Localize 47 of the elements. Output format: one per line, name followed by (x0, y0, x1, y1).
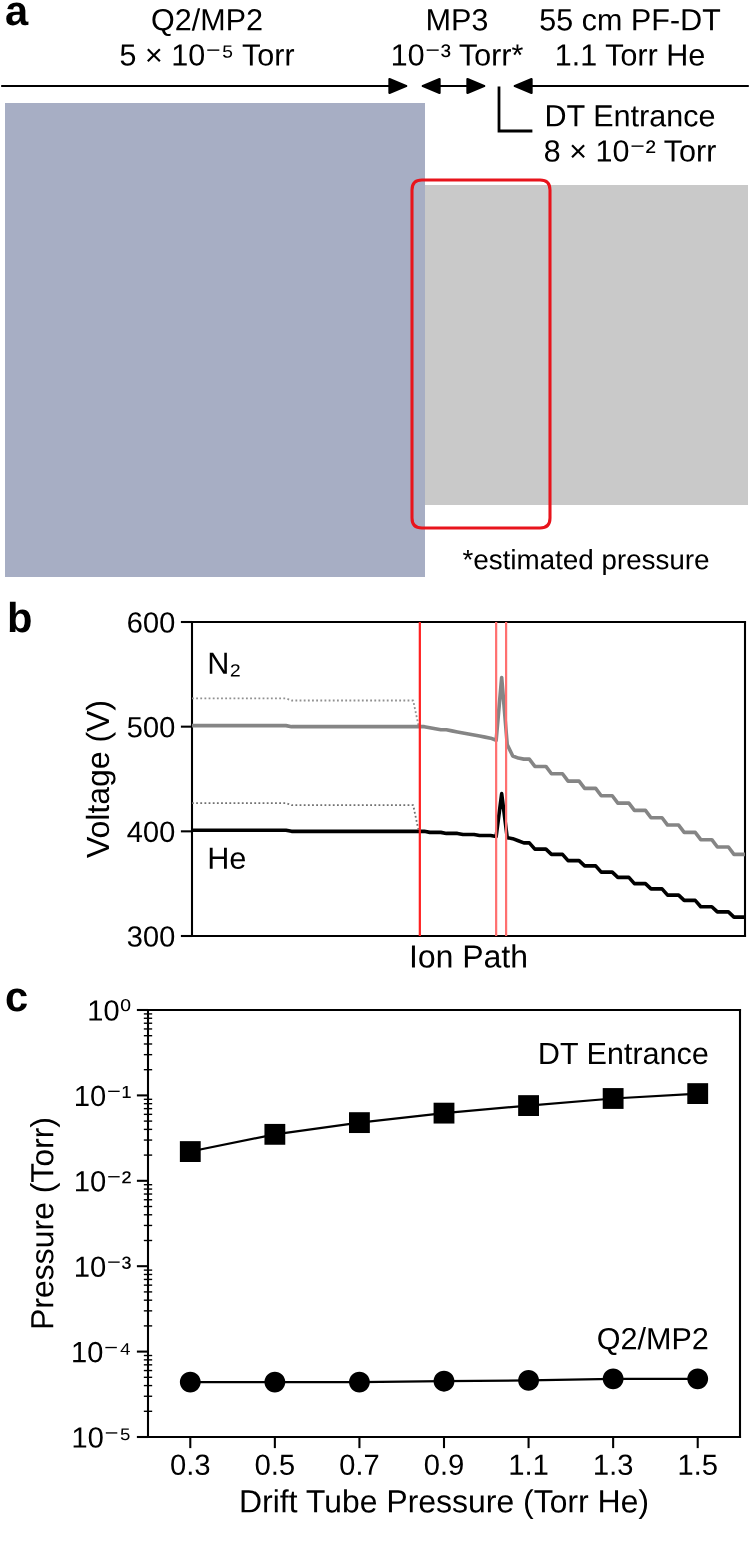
point (518, 1369, 539, 1391)
series-label: DT Entrance (540, 1042, 708, 1065)
x-tick-label: 0.9 (424, 1454, 463, 1476)
y-tick-label: 400 (127, 821, 175, 843)
point (687, 1368, 709, 1390)
series-label: N₂ (209, 652, 240, 677)
x-tick-label: 1.5 (679, 1454, 717, 1476)
point (349, 1112, 370, 1134)
text: a (6, 2, 29, 26)
text: *estimated pressure (462, 549, 709, 575)
point (687, 1083, 709, 1105)
y-tick-label: 10⁻⁵ (73, 1427, 130, 1448)
y-tick-label: 10⁻⁴ (73, 1341, 130, 1363)
y-tick-label: 300 (127, 926, 175, 947)
x-tick-label: 1.1 (510, 1454, 548, 1475)
x-tick-label: 0.7 (340, 1454, 379, 1476)
series-label: He (209, 847, 245, 870)
x-axis-title: Ion Path (411, 944, 526, 968)
point (179, 1371, 201, 1393)
y-tick-label: 10⁻² (76, 1171, 131, 1192)
x-tick-label: 0.3 (171, 1454, 210, 1476)
y-axis-title: Pressure (Torr) (30, 1118, 60, 1328)
point (518, 1095, 539, 1116)
point (264, 1371, 286, 1393)
point (349, 1371, 370, 1393)
y-tick-label: 600 (128, 612, 175, 633)
x-tick-label: 1.3 (595, 1454, 633, 1476)
text: Q2/MP2 5 × 10⁻⁵ Torr (120, 8, 295, 66)
y-tick-label: 10⁰ (89, 998, 131, 1021)
y-axis-title: Voltage (V) (85, 701, 116, 858)
y-tick-label: 500 (127, 716, 175, 738)
y-tick-label: 10⁻³ (76, 1256, 131, 1278)
series-label: Q2/MP2 (598, 1327, 708, 1355)
chart-title: c (6, 988, 27, 1012)
point (602, 1368, 624, 1390)
point (264, 1123, 286, 1145)
y-tick-label: 10⁻¹ (76, 1085, 131, 1107)
point (602, 1088, 624, 1109)
x-tick-label: 0.5 (255, 1454, 294, 1476)
point (179, 1141, 201, 1162)
point (433, 1370, 455, 1392)
text: 55 cm PF-DT 1.1 Torr He (540, 9, 721, 66)
point (433, 1102, 455, 1124)
chart-title: b (9, 601, 31, 633)
text: MP3 10⁻³ Torr* (392, 9, 523, 66)
text: DT Entrance 8 × 10⁻² Torr (545, 105, 716, 162)
x-axis-title: Drift Tube Pressure (Torr He) (241, 1489, 648, 1519)
